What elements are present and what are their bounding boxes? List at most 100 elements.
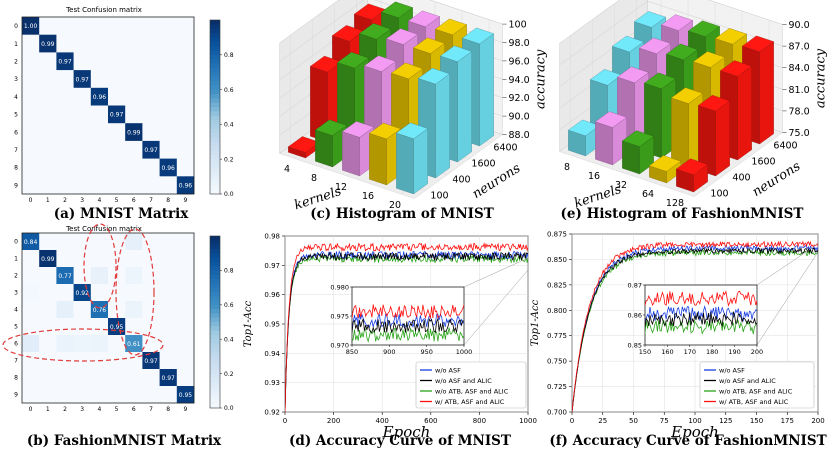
series-line — [572, 240, 818, 412]
y-tick-label: 0.825 — [547, 281, 567, 289]
cm-cell — [176, 123, 195, 142]
bar-face — [737, 65, 752, 161]
cm-col-tick: 1 — [46, 406, 50, 413]
cm-cell — [125, 386, 143, 404]
cm-cell — [90, 318, 109, 336]
cm-row-tick: 5 — [14, 112, 18, 119]
cm-diagonal-label: 0.76 — [93, 307, 107, 314]
cm-diagonal-label: 0.97 — [110, 112, 124, 119]
cm-cell — [159, 369, 178, 387]
cm-cell — [142, 140, 160, 159]
cm-diagonal-label: 0.97 — [58, 59, 72, 66]
colorbar-segment — [210, 266, 220, 271]
bar-top — [616, 66, 650, 83]
colorbar-segment — [210, 72, 220, 78]
cm-cell — [73, 386, 92, 404]
colorbar-segment — [210, 80, 220, 86]
cm-cell — [108, 369, 126, 387]
cm-cell — [73, 267, 92, 285]
cm-cell — [125, 176, 143, 195]
inset-y-tick-label: 0.975 — [330, 312, 349, 320]
cm-diagonal-label: 0.99 — [127, 129, 141, 136]
cm-cell — [108, 176, 126, 195]
cm-cell — [125, 34, 143, 53]
hist-neuron-tick: 100 — [710, 189, 728, 200]
hist-kernel-tick: 4 — [284, 164, 290, 175]
cm-col-tick: 9 — [183, 406, 187, 413]
cm-cell — [142, 70, 160, 89]
x-tick-label: 0 — [283, 417, 287, 425]
cm-cell — [22, 17, 40, 35]
bar-top — [358, 23, 392, 40]
cm-cell — [159, 386, 178, 404]
x-tick-label: 50 — [629, 417, 638, 425]
cm-b-title: Test Confusion matrix — [65, 225, 142, 233]
colorbar-segment — [210, 102, 220, 108]
inset-x-tick-label: 850 — [346, 348, 358, 356]
bar-face — [479, 33, 494, 147]
cm-cell — [73, 70, 92, 89]
hist-neuron-tick: 1600 — [471, 159, 495, 170]
cm-cell — [176, 70, 195, 89]
cm-row-tick: 7 — [14, 147, 18, 154]
x-tick-label: 400 — [376, 417, 389, 425]
hist-z-label: accuracy — [534, 49, 549, 109]
cm-cell — [90, 34, 109, 53]
colorbar-segment — [210, 296, 220, 301]
hist-bar-pink — [594, 111, 628, 166]
hist-neuron-tick: 400 — [452, 175, 470, 186]
colorbar-segment — [210, 236, 220, 241]
cm-cell — [108, 52, 126, 71]
cm-cell — [22, 34, 40, 53]
hist-kernel-tick: 20 — [389, 200, 401, 211]
hist-gridline — [559, 0, 783, 44]
bar-top — [417, 67, 451, 85]
cm-cell — [142, 369, 160, 387]
cm-b-frame — [21, 232, 195, 404]
inset-y-tick-label: 0.87 — [628, 281, 642, 289]
cm-cell — [73, 233, 92, 251]
colorbar-segment — [210, 369, 220, 375]
cm-diagonal-label: 0.99 — [41, 41, 55, 48]
bar-top — [621, 130, 655, 147]
cm-cell — [39, 52, 57, 71]
cm-diagonal-label: 0.95 — [110, 324, 124, 331]
colorbar-segment — [210, 28, 220, 34]
cm-cell — [176, 158, 195, 177]
colorbar-segment — [210, 317, 220, 323]
bar-top — [341, 121, 375, 138]
bar-top — [697, 95, 731, 112]
cm-cell — [176, 52, 195, 71]
hist-z-tick-label: 96.0 — [509, 56, 530, 67]
highlight-ellipse-1 — [83, 223, 117, 309]
inset-x-tick-label: 950 — [420, 348, 432, 356]
bar-top — [385, 28, 419, 45]
x-tick-label: 175 — [781, 417, 794, 425]
cm-cell — [108, 233, 126, 251]
colorbar-label: 0.0 — [224, 405, 234, 412]
inset-connector — [756, 251, 819, 346]
x-tick-label: 800 — [473, 417, 486, 425]
cm-cell — [159, 52, 178, 71]
colorbar-frame — [209, 235, 221, 409]
cm-row-tick: 3 — [14, 76, 18, 83]
cm-cell — [39, 140, 57, 159]
colorbar-label: 0.0 — [224, 191, 234, 198]
hist-kernel-tick: 32 — [615, 180, 627, 191]
cm-cell — [125, 123, 143, 142]
inset-series-line — [645, 304, 757, 322]
cm-cell — [90, 158, 109, 177]
cm-cell — [159, 352, 178, 370]
cm-cell — [125, 17, 143, 35]
cm-cell — [125, 233, 143, 251]
bar-top — [648, 155, 682, 172]
cm-cell — [142, 17, 160, 35]
cm-cell — [108, 105, 126, 124]
y-tick-label: 0.700 — [547, 409, 567, 417]
caption-a: (a) MNIST Matrix — [54, 206, 189, 222]
cm-cell — [56, 17, 74, 35]
colorbar-label: 0.4 — [224, 122, 234, 129]
cm-cell — [22, 335, 40, 353]
cm-cell — [142, 176, 160, 195]
cm-cell — [142, 335, 160, 353]
